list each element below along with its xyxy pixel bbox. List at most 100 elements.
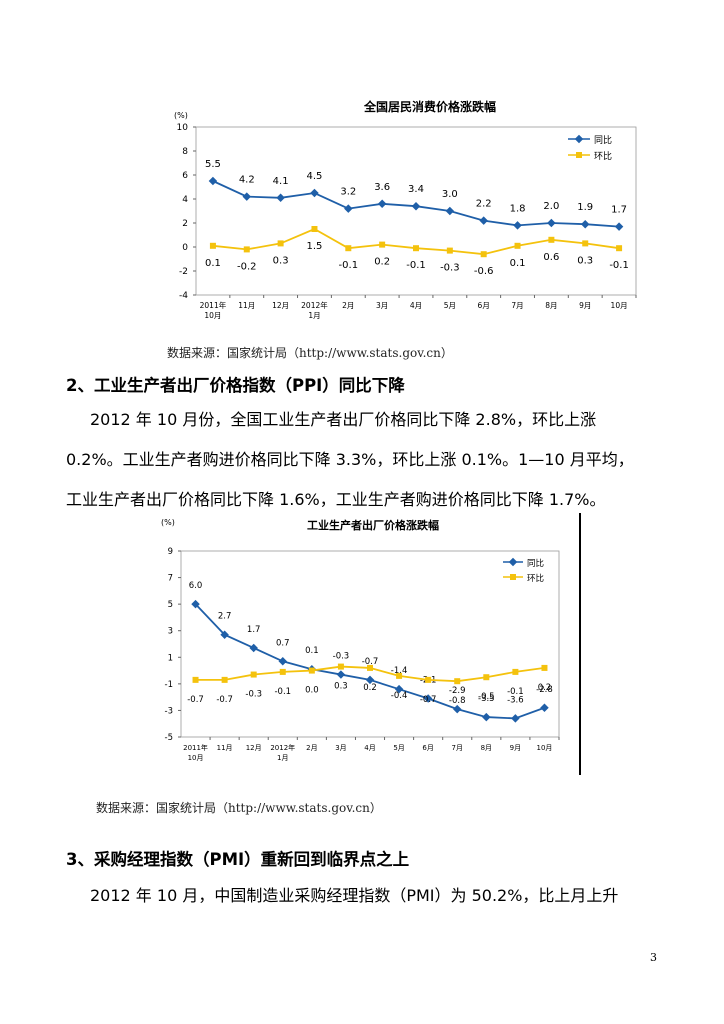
data-label: 0.0 — [305, 686, 319, 696]
x-tick-label: 7月 — [511, 301, 523, 310]
data-label: 1.7 — [247, 625, 261, 635]
section2-heading: 2、工业生产者出厂价格指数（PPI）同比下降 — [66, 376, 405, 395]
x-tick-label: 12月 — [246, 744, 262, 752]
data-label: 0.7 — [276, 638, 290, 648]
data-point — [365, 675, 375, 685]
data-point — [221, 676, 228, 683]
x-tick-label: 11月 — [217, 744, 233, 752]
section2-para-line1: 2012 年 10 月份，全国工业生产者出厂价格同比下降 2.8%，环比上涨 — [90, 410, 597, 429]
y-tick-label: -5 — [165, 733, 173, 743]
x-tick-label: 6月 — [478, 301, 490, 310]
page-number: 3 — [650, 951, 657, 964]
data-label: -0.1 — [406, 260, 426, 271]
data-label: 1.7 — [611, 205, 627, 216]
data-label: 1.5 — [307, 241, 323, 252]
data-label: 0.3 — [577, 255, 593, 266]
data-point — [479, 216, 488, 225]
data-label: -0.1 — [274, 687, 291, 697]
data-label: -0.1 — [339, 260, 359, 271]
legend-label-yoy: 同比 — [594, 134, 612, 146]
data-point — [279, 668, 286, 675]
x-tick-label: 2011年 — [183, 743, 208, 752]
x-tick-label: 5月 — [393, 744, 404, 752]
x-tick-label: 10月 — [204, 311, 221, 320]
y-tick-label: 3 — [168, 627, 173, 637]
data-label: 4.1 — [273, 176, 289, 187]
data-point — [344, 204, 353, 213]
data-label: -0.3 — [440, 263, 460, 274]
y-tick-label: 9 — [168, 547, 173, 557]
y-unit-label: (%) — [174, 111, 188, 120]
data-point — [616, 245, 623, 252]
data-label: 2.0 — [543, 201, 559, 212]
x-tick-label: 9月 — [510, 744, 521, 752]
data-point — [394, 684, 404, 694]
data-label: -0.1 — [609, 260, 629, 271]
x-tick-label: 1月 — [308, 311, 320, 320]
data-label: 6.0 — [189, 581, 203, 591]
data-point — [445, 206, 455, 216]
data-label: 0.1 — [305, 646, 319, 656]
x-tick-label: 2011年 — [200, 300, 227, 310]
x-tick-label: 4月 — [364, 744, 375, 752]
data-label: 4.5 — [307, 171, 323, 182]
plot-area — [180, 550, 560, 738]
x-tick-label: 10月 — [611, 301, 628, 310]
chart2-source: 数据来源：国家统计局（http://www.stats.gov.cn） — [96, 801, 382, 815]
x-tick-label: 3月 — [376, 301, 388, 310]
data-label: 0.1 — [510, 258, 526, 269]
data-label: -0.5 — [478, 692, 495, 702]
data-point — [480, 251, 487, 258]
data-label: -0.6 — [474, 266, 494, 277]
data-point — [411, 201, 421, 211]
vertical-rule — [579, 513, 581, 775]
x-tick-label: 3月 — [335, 744, 346, 752]
data-label: 3.0 — [442, 189, 458, 200]
data-point — [514, 242, 521, 249]
x-tick-label: 8月 — [481, 744, 492, 752]
data-point — [242, 192, 252, 201]
y-tick-label: 10 — [177, 123, 189, 133]
data-label: 0.3 — [273, 255, 289, 266]
data-label: 4.2 — [239, 175, 255, 186]
y-tick-label: 4 — [182, 195, 188, 205]
data-point — [277, 240, 284, 247]
data-point — [614, 222, 624, 231]
data-point — [547, 218, 556, 228]
data-point — [396, 672, 403, 679]
data-point — [425, 676, 432, 683]
x-tick-label: 8月 — [545, 301, 557, 310]
data-label: -0.2 — [237, 261, 257, 272]
legend-label-yoy: 同比 — [527, 558, 544, 569]
data-point — [209, 242, 216, 249]
y-tick-label: -1 — [165, 680, 173, 690]
x-tick-label: 5月 — [444, 301, 456, 310]
data-label: -0.1 — [507, 687, 524, 697]
x-tick-label: 2月 — [342, 301, 354, 310]
data-label: 1.9 — [577, 202, 593, 213]
data-label: -0.3 — [245, 690, 262, 700]
data-label: -0.3 — [333, 652, 350, 662]
data-label: -0.7 — [187, 695, 204, 705]
y-tick-label: 1 — [168, 653, 173, 663]
cpi-chart: 全国居民消费价格涨跌幅 (%) 同比 环比 1086420-2-42011年10… — [174, 99, 637, 320]
y-tick-label: 8 — [182, 147, 188, 157]
data-point — [541, 664, 548, 671]
data-point — [310, 188, 319, 198]
data-label: -0.7 — [362, 657, 379, 667]
plot-area — [195, 126, 637, 296]
data-point — [311, 226, 318, 232]
data-point — [483, 674, 490, 681]
x-tick-label: 4月 — [410, 301, 422, 310]
y-tick-label: 0 — [182, 243, 188, 253]
data-point — [191, 599, 200, 609]
y-tick-label: -3 — [165, 706, 173, 716]
chart1-source: 数据来源：国家统计局（http://www.stats.gov.cn） — [167, 346, 453, 360]
data-point — [308, 667, 315, 674]
legend: 同比 环比 — [503, 557, 544, 584]
data-point — [580, 219, 590, 229]
legend-label-mom: 环比 — [594, 150, 612, 162]
y-tick-label: -2 — [179, 267, 188, 277]
data-point — [413, 245, 419, 252]
section3-para-line1: 2012 年 10 月，中国制造业采购经理指数（PMI）为 50.2%，比上月上… — [90, 886, 619, 905]
